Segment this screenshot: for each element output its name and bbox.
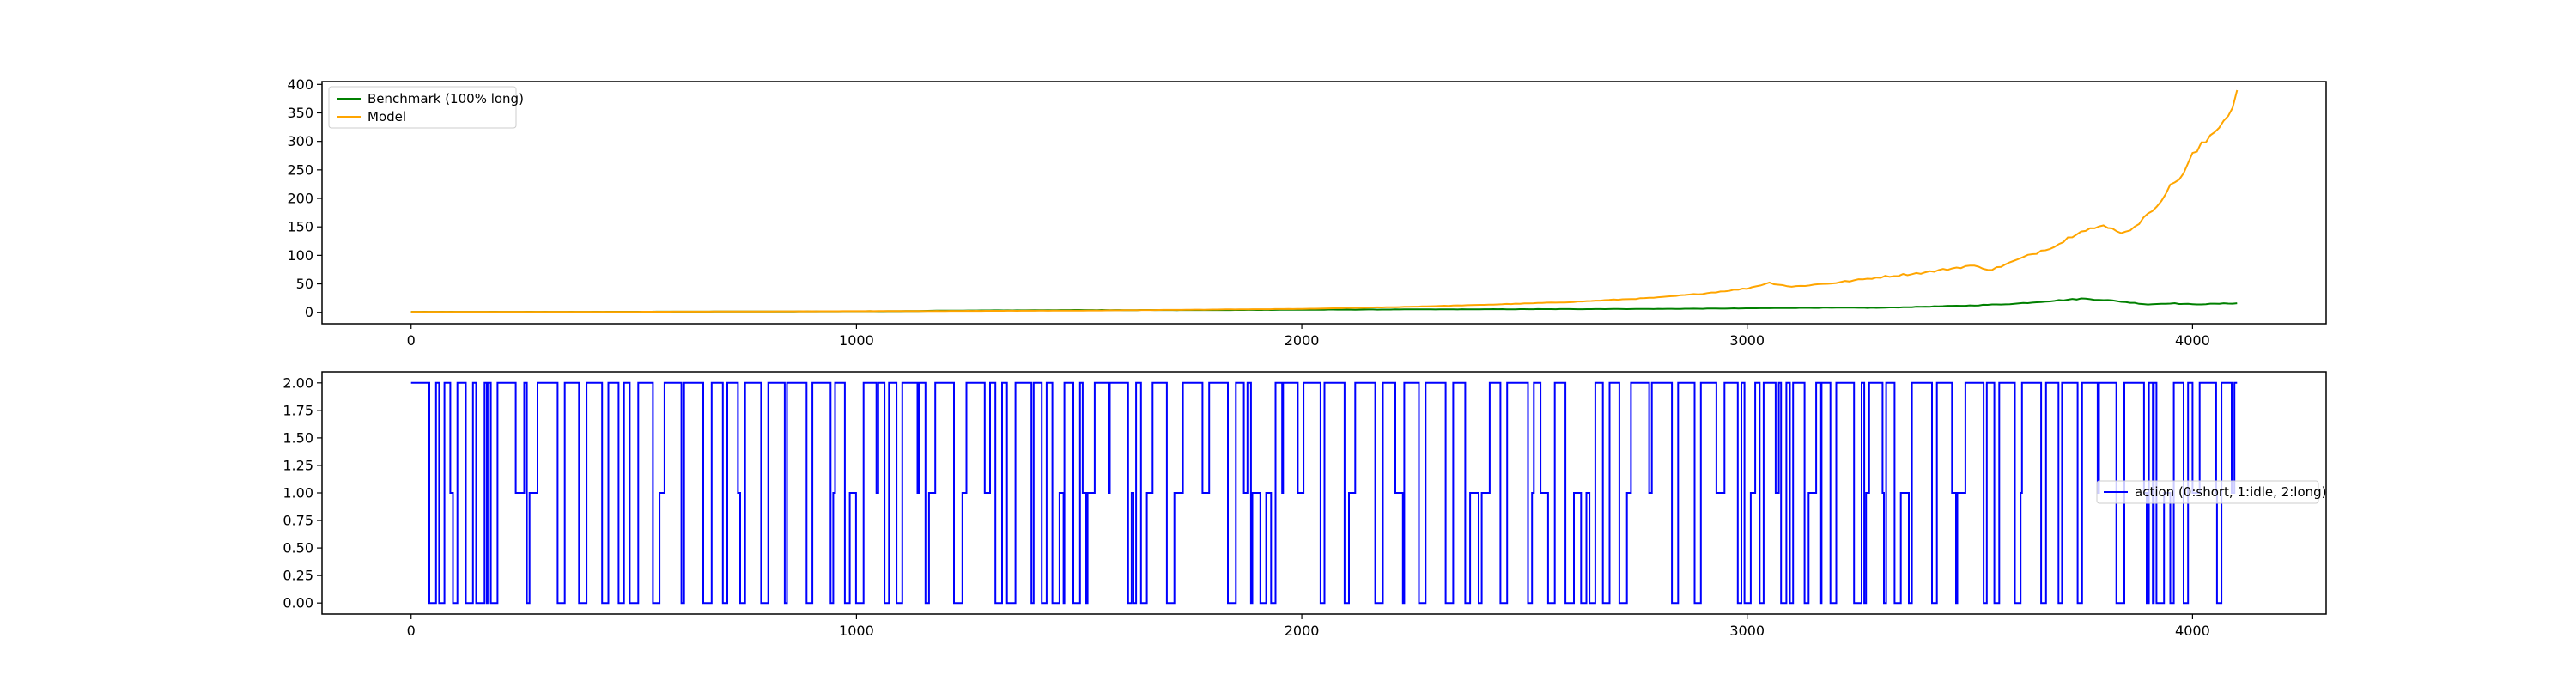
price-series-group xyxy=(410,89,2239,313)
price-x-axis: 0 1000 2000 3000 4000 xyxy=(407,324,2210,349)
action-x-tick-label: 2000 xyxy=(1285,623,1320,639)
price-y-tick-label: 150 xyxy=(287,219,313,235)
price-y-axis: 0 50 100 150 200 250 300 350 400 xyxy=(287,76,322,320)
action-chart: 0 1000 2000 3000 4000 0.00 0.25 0.50 0.75 1.00 1.… xyxy=(283,371,2327,639)
price-y-tick-label: 250 xyxy=(287,161,313,178)
action-x-tick-label: 1000 xyxy=(839,623,874,639)
price-y-tick-label: 100 xyxy=(287,247,313,264)
price-chart: 0 1000 2000 3000 4000 0 50 100 150 200 250 300 350 4… xyxy=(287,76,2327,349)
action-y-tick-label: 1.50 xyxy=(283,429,313,446)
action-y-tick-label: 0.50 xyxy=(283,540,313,556)
price-legend-box xyxy=(328,86,517,129)
action-y-axis: 0.00 0.25 0.50 0.75 1.00 1.25 1.50 1.75 2.00 xyxy=(283,374,322,611)
benchmark-legend-label: Benchmark (100% long) xyxy=(368,91,524,106)
price-y-tick-label: 0 xyxy=(305,304,313,320)
price-y-tick-label: 400 xyxy=(287,76,313,93)
price-plot-frame xyxy=(321,81,2327,325)
action-y-tick-label: 1.00 xyxy=(283,485,313,502)
price-x-tick-label: 3000 xyxy=(1729,332,1765,349)
action-step-line xyxy=(410,381,2238,605)
action-legend: action (0:short, 1:idle, 2:long) xyxy=(2096,480,2327,504)
price-y-tick-label: 350 xyxy=(287,105,313,121)
price-y-tick-label: 300 xyxy=(287,133,313,149)
price-x-tick-label: 0 xyxy=(407,332,416,349)
price-x-tick-label: 1000 xyxy=(839,332,874,349)
price-legend: Benchmark (100% long) Model xyxy=(328,86,524,129)
action-x-tick-label: 3000 xyxy=(1729,623,1765,639)
model-line xyxy=(410,89,2239,313)
action-legend-box xyxy=(2096,480,2319,504)
action-y-tick-label: 0.00 xyxy=(283,595,313,611)
action-y-tick-label: 1.75 xyxy=(283,402,313,418)
action-x-tick-label: 4000 xyxy=(2175,623,2210,639)
action-y-tick-label: 0.75 xyxy=(283,513,313,529)
model-legend-label: Model xyxy=(368,109,406,125)
price-y-tick-label: 50 xyxy=(296,276,313,292)
action-x-axis: 0 1000 2000 3000 4000 xyxy=(407,614,2210,639)
action-y-tick-label: 0.25 xyxy=(283,568,313,584)
action-y-tick-label: 2.00 xyxy=(283,374,313,391)
price-x-tick-label: 2000 xyxy=(1285,332,1320,349)
price-x-tick-label: 4000 xyxy=(2175,332,2210,349)
action-legend-label: action (0:short, 1:idle, 2:long) xyxy=(2135,484,2327,500)
action-y-tick-label: 1.25 xyxy=(283,457,313,473)
price-y-tick-label: 200 xyxy=(287,191,313,207)
action-x-tick-label: 0 xyxy=(407,623,416,639)
